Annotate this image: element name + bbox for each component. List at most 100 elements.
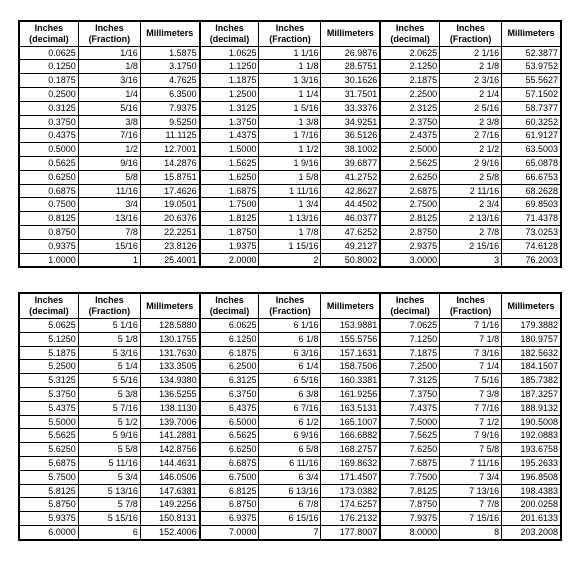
cell: 1 3/16: [259, 74, 321, 88]
cell: 2.0625: [380, 46, 439, 60]
cell: 5.8125: [19, 484, 78, 498]
col-header: Inches(Fraction): [78, 21, 140, 46]
cell: 0.8125: [19, 212, 78, 226]
cell: 7 5/16: [440, 374, 502, 388]
cell: 76.2003: [502, 253, 561, 267]
table-row: 5.93755 15/16150.81316.93756 15/16176.21…: [19, 512, 561, 526]
cell: 2 1/2: [440, 143, 502, 157]
cell: 2: [259, 253, 321, 267]
cell: 57.1502: [502, 87, 561, 101]
cell: 6.0625: [200, 318, 259, 332]
cell: 9.5250: [140, 115, 199, 129]
cell: 187.3257: [502, 387, 561, 401]
cell: 165.1007: [321, 415, 380, 429]
cell: 6 1/8: [259, 332, 321, 346]
cell: 52.3877: [502, 46, 561, 60]
cell: 69.8503: [502, 198, 561, 212]
col-header: Inches(Fraction): [259, 21, 321, 46]
cell: 163.5131: [321, 401, 380, 415]
cell: 130.1755: [140, 332, 199, 346]
cell: 3.1750: [140, 60, 199, 74]
cell: 2.4375: [380, 129, 439, 143]
cell: 26.9876: [321, 46, 380, 60]
cell: 7.8750: [380, 498, 439, 512]
conversion-table: Inches(decimal)Inches(Fraction)Millimete…: [18, 20, 562, 268]
table-row: 0.62505/815.87511.62501 5/841.27522.6250…: [19, 170, 561, 184]
col-header: Inches(decimal): [19, 21, 78, 46]
cell: 1.6875: [200, 184, 259, 198]
cell: 1 7/16: [259, 129, 321, 143]
cell: 42.8627: [321, 184, 380, 198]
cell: 6.5625: [200, 429, 259, 443]
cell: 7 1/2: [440, 415, 502, 429]
cell: 7: [259, 525, 321, 539]
cell: 46.0377: [321, 212, 380, 226]
cell: 6: [78, 525, 140, 539]
cell: 7 1/8: [440, 332, 502, 346]
cell: 7.9375: [380, 512, 439, 526]
cell: 6 1/4: [259, 360, 321, 374]
cell: 138.1130: [140, 401, 199, 415]
cell: 2.1875: [380, 74, 439, 88]
cell: 192.0883: [502, 429, 561, 443]
cell: 2.6250: [380, 170, 439, 184]
cell: 7.1875: [380, 346, 439, 360]
cell: 33.3376: [321, 101, 380, 115]
cell: 1 5/16: [259, 101, 321, 115]
cell: 11.1125: [140, 129, 199, 143]
table-row: 0.75003/419.05011.75001 3/444.45022.7500…: [19, 198, 561, 212]
cell: 5.7500: [19, 470, 78, 484]
cell: 1.2500: [200, 87, 259, 101]
cell: 131.7630: [140, 346, 199, 360]
col-header: Inches(Fraction): [440, 293, 502, 318]
cell: 5 1/8: [78, 332, 140, 346]
cell: 166.6882: [321, 429, 380, 443]
cell: 5 13/16: [78, 484, 140, 498]
cell: 7 1/16: [440, 318, 502, 332]
cell: 7.1250: [380, 332, 439, 346]
cell: 6.0000: [19, 525, 78, 539]
cell: 2 1/8: [440, 60, 502, 74]
table-row: 5.06255 1/16128.58806.06256 1/16153.9881…: [19, 318, 561, 332]
cell: 7.6250: [380, 443, 439, 457]
cell: 8.0000: [380, 525, 439, 539]
cell: 184.1507: [502, 360, 561, 374]
cell: 7.3750: [380, 387, 439, 401]
cell: 1 1/4: [259, 87, 321, 101]
cell: 5 7/8: [78, 498, 140, 512]
cell: 6 5/8: [259, 443, 321, 457]
cell: 203.2008: [502, 525, 561, 539]
cell: 2 3/8: [440, 115, 502, 129]
col-header: Millimeters: [502, 21, 561, 46]
cell: 7.7500: [380, 470, 439, 484]
cell: 2.8125: [380, 212, 439, 226]
cell: 1/16: [78, 46, 140, 60]
cell: 0.2500: [19, 87, 78, 101]
cell: 23.8126: [140, 239, 199, 253]
cell: 0.3125: [19, 101, 78, 115]
cell: 7.0000: [200, 525, 259, 539]
cell: 157.1631: [321, 346, 380, 360]
cell: 5.0625: [19, 318, 78, 332]
cell: 133.3505: [140, 360, 199, 374]
cell: 200.0258: [502, 498, 561, 512]
cell: 3.0000: [380, 253, 439, 267]
cell: 5 5/16: [78, 374, 140, 388]
table-row: 0.25001/46.35001.25001 1/431.75012.25002…: [19, 87, 561, 101]
cell: 5.9375: [19, 512, 78, 526]
cell: 6 3/8: [259, 387, 321, 401]
cell: 30.1626: [321, 74, 380, 88]
cell: 7.2500: [380, 360, 439, 374]
cell: 0.9375: [19, 239, 78, 253]
cell: 2 7/8: [440, 225, 502, 239]
cell: 1 7/8: [259, 225, 321, 239]
cell: 182.5632: [502, 346, 561, 360]
cell: 5 3/16: [78, 346, 140, 360]
cell: 7 15/16: [440, 512, 502, 526]
cell: 5.6250: [19, 443, 78, 457]
cell: 65.0878: [502, 156, 561, 170]
cell: 188.9132: [502, 401, 561, 415]
cell: 17.4626: [140, 184, 199, 198]
cell: 7 13/16: [440, 484, 502, 498]
cell: 7.0625: [380, 318, 439, 332]
